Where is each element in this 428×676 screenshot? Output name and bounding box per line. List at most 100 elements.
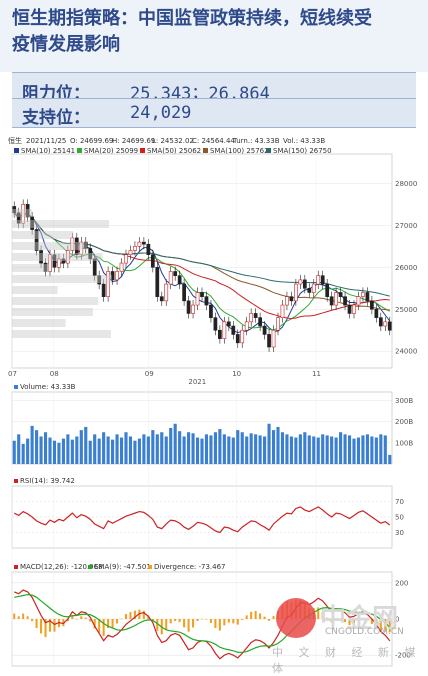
volume-bar bbox=[160, 432, 164, 464]
divergence-bar bbox=[120, 618, 123, 620]
macd-tick-label: 0 bbox=[395, 616, 399, 624]
volume-bar bbox=[48, 437, 52, 464]
divergence-bar bbox=[192, 619, 195, 628]
volume-bar bbox=[79, 430, 83, 464]
volume-bar bbox=[128, 436, 133, 464]
candle-body bbox=[150, 254, 155, 268]
watermark-url: CNGOLD.COM.CN bbox=[325, 627, 404, 637]
macd-legend-1: EMA(9): -47.501 bbox=[94, 563, 151, 571]
candle-body bbox=[101, 283, 106, 297]
candle-body bbox=[83, 241, 88, 249]
divergence-bar bbox=[250, 611, 253, 619]
chart-date: 2021/11/25 bbox=[26, 137, 66, 145]
rsi-line bbox=[13, 506, 391, 534]
divergence-bar bbox=[66, 619, 69, 622]
volume-profile-bar bbox=[12, 319, 66, 327]
divergence-bar bbox=[98, 619, 101, 633]
volume-bar bbox=[222, 434, 226, 464]
year-label: 2021 bbox=[188, 378, 206, 386]
volume-profile-bar bbox=[12, 231, 74, 239]
divergence-bar bbox=[156, 619, 159, 631]
divergence-bar bbox=[339, 619, 342, 621]
macd-legend-0: MACD(12,26): -120.968 bbox=[20, 563, 103, 571]
candle-body bbox=[329, 296, 334, 306]
candle-body bbox=[195, 292, 200, 306]
volume-bar bbox=[271, 430, 276, 464]
candle-body bbox=[383, 321, 388, 327]
divergence-bar bbox=[13, 613, 16, 619]
support-row: 支持位： 24,029 bbox=[12, 98, 416, 128]
volume-profile-bar bbox=[12, 275, 112, 283]
rsi-tick-label: 30 bbox=[395, 529, 404, 537]
volume-legend-swatch bbox=[14, 385, 18, 389]
candle-body bbox=[298, 279, 303, 285]
x-tick-label: 09 bbox=[145, 370, 154, 378]
candle-body bbox=[307, 287, 312, 293]
price-tick-label: 27000 bbox=[395, 222, 417, 230]
ma-legend-0: SMA(10) 25141 bbox=[21, 147, 75, 155]
x-tick-label: 07 bbox=[8, 370, 17, 378]
ma-legend-2: SMA(50) 25062 bbox=[147, 147, 201, 155]
divergence-bar bbox=[218, 619, 221, 631]
volume-bar bbox=[142, 434, 146, 464]
candle-body bbox=[218, 329, 222, 339]
divergence-bar bbox=[196, 619, 199, 621]
divergence-bar bbox=[379, 619, 382, 632]
report-title: 恒生期指策略：中国监管政策持续，短线续受 疫情发展影响 bbox=[0, 0, 428, 72]
divergence-bar bbox=[102, 619, 105, 637]
divergence-bar bbox=[200, 618, 204, 620]
divergence-bar bbox=[22, 613, 25, 619]
volume-bar bbox=[213, 432, 217, 464]
divergence-bar bbox=[174, 619, 177, 621]
volume-bar bbox=[75, 436, 79, 464]
chart-turnover: Turn.: 43.33B bbox=[232, 137, 280, 145]
macd-tick-label: -200 bbox=[395, 652, 411, 660]
price-tick-label: 28000 bbox=[395, 180, 417, 188]
candle-body bbox=[209, 304, 213, 318]
volume-bar bbox=[383, 435, 387, 464]
divergence-bar bbox=[366, 619, 369, 621]
volume-bar bbox=[115, 434, 119, 464]
volume-bar bbox=[173, 423, 177, 464]
volume-bar bbox=[267, 423, 271, 464]
volume-bar bbox=[294, 437, 298, 464]
candle-body bbox=[244, 321, 249, 331]
divergence-bar bbox=[17, 616, 20, 619]
divergence-bar bbox=[388, 619, 391, 633]
ma-legend-swatch bbox=[140, 148, 145, 153]
candle-body bbox=[294, 283, 298, 302]
candle-body bbox=[262, 325, 267, 335]
candle-body bbox=[285, 296, 289, 306]
support-label: 支持位： bbox=[22, 108, 90, 128]
volume-bar bbox=[84, 426, 88, 464]
volume-bar bbox=[200, 438, 204, 464]
divergence-bar bbox=[321, 611, 324, 619]
macd-legend-swatch bbox=[148, 565, 152, 569]
candle-body bbox=[302, 279, 307, 289]
volume-bar bbox=[227, 436, 231, 464]
divergence-bar bbox=[133, 610, 136, 619]
macd-tick-label: 200 bbox=[395, 579, 408, 587]
volume-profile-bar bbox=[12, 308, 93, 316]
candle-body bbox=[365, 292, 370, 302]
divergence-bar bbox=[384, 619, 387, 632]
report-title-line-2: 疫情发展影响 bbox=[12, 34, 120, 55]
divergence-bar bbox=[268, 619, 271, 621]
volume-bar bbox=[70, 439, 74, 464]
candle-body bbox=[66, 250, 70, 264]
candle-body bbox=[16, 212, 21, 224]
chart-low: L: 24532.02 bbox=[152, 137, 194, 145]
candle-body bbox=[253, 313, 258, 318]
candle-body bbox=[182, 283, 186, 302]
chart-high: H: 24699.69 bbox=[112, 137, 155, 145]
volume-bar bbox=[21, 443, 25, 464]
volume-bar bbox=[133, 440, 137, 464]
volume-bar bbox=[374, 437, 378, 464]
candle-body bbox=[106, 271, 110, 297]
divergence-bar bbox=[227, 619, 230, 623]
volume-bar bbox=[106, 436, 110, 464]
macd-legend-swatch bbox=[14, 565, 18, 569]
candle-body bbox=[186, 300, 191, 314]
candle-body bbox=[115, 271, 119, 281]
volume-bar bbox=[298, 434, 302, 464]
